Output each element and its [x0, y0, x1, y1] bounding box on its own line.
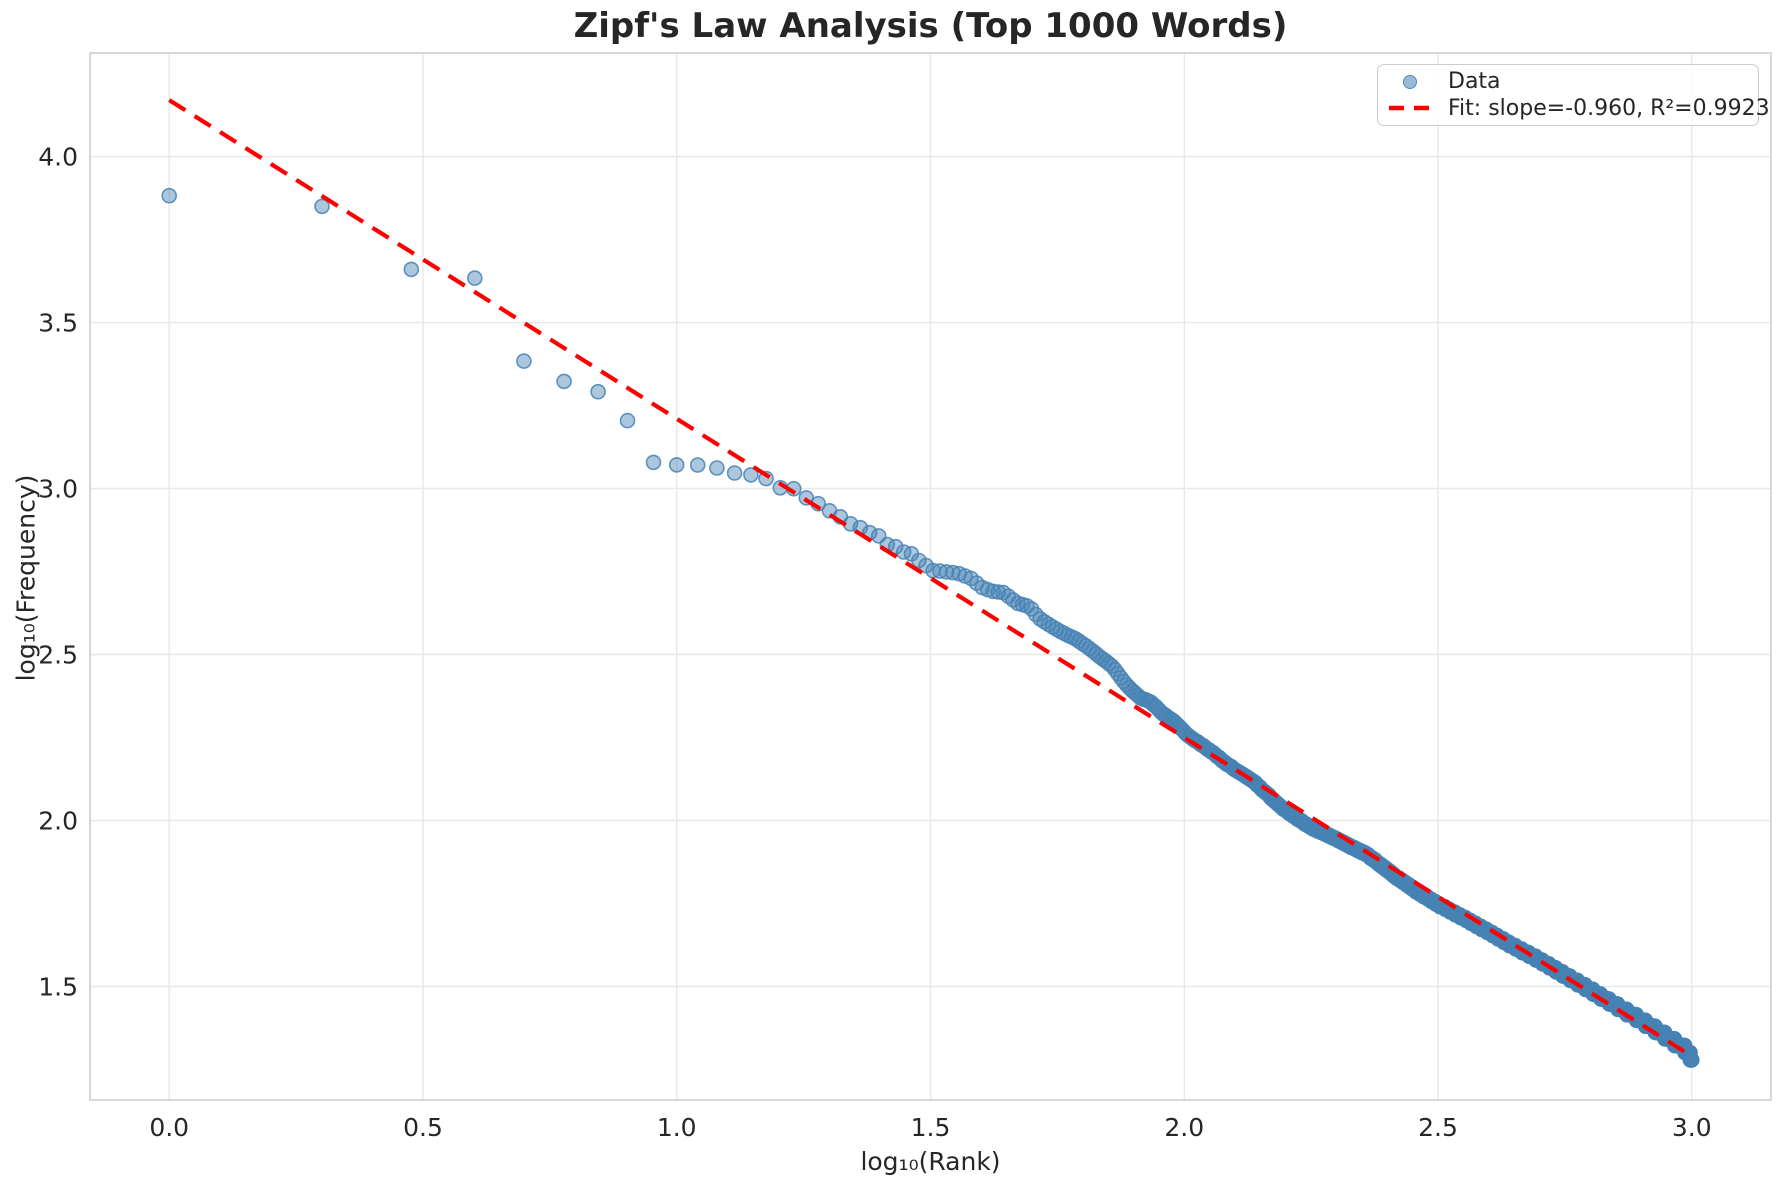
scatter-point	[590, 383, 606, 400]
y-tick-label: 3.5	[38, 309, 78, 338]
scatter-point	[161, 187, 177, 204]
scatter-point	[668, 457, 685, 473]
chart-title: Zipf's Law Analysis (Top 1000 Words)	[573, 6, 1288, 46]
x-tick-label: 1.0	[657, 1113, 697, 1142]
x-tick-label: 0.0	[149, 1113, 189, 1142]
scatter-point	[887, 538, 904, 555]
legend-marker-col	[1388, 74, 1432, 89]
legend-entry-data: Data	[1388, 69, 1748, 95]
y-tick-label: 2.0	[38, 807, 78, 836]
legend-entry-fit: Fit: slope=-0.960, R²=0.9923	[1388, 95, 1770, 121]
scatter-point	[743, 467, 759, 483]
scatter-point	[619, 412, 636, 429]
y-tick-label: 3.0	[38, 475, 78, 504]
legend-label-data: Data	[1448, 69, 1501, 95]
scatter-point	[403, 261, 420, 278]
scatter-marker-icon	[1403, 74, 1417, 89]
y-tick-label: 2.5	[38, 641, 78, 670]
x-tick-label: 2.5	[1418, 1113, 1458, 1142]
scatter-point	[466, 270, 483, 286]
scatter-point	[689, 457, 706, 473]
scatter-point	[645, 454, 662, 471]
legend-label-fit: Fit: slope=-0.960, R²=0.9923	[1448, 95, 1770, 121]
scatter-point	[709, 460, 725, 476]
legend-marker-col	[1388, 104, 1432, 112]
x-tick-label: 2.0	[1164, 1113, 1204, 1142]
legend: Data Fit: slope=-0.960, R²=0.9923	[1377, 64, 1770, 126]
y-tick-label: 1.5	[38, 973, 78, 1002]
scatter-point	[556, 373, 572, 390]
x-tick-label: 3.0	[1672, 1113, 1712, 1142]
scatter-point	[516, 353, 532, 369]
x-axis-label: log₁₀(Rank)	[860, 1147, 1001, 1176]
scatter-point	[314, 198, 330, 215]
dashed-line-icon	[1389, 106, 1431, 111]
y-tick-label: 4.0	[38, 143, 78, 172]
x-tick-label: 1.5	[911, 1113, 951, 1142]
scatter-point	[1684, 1052, 1700, 1068]
y-axis-label: log₁₀(Frequency)	[11, 474, 41, 682]
x-tick-label: 0.5	[403, 1113, 443, 1142]
scatter-point	[726, 465, 743, 481]
plot-border	[89, 52, 1772, 1101]
